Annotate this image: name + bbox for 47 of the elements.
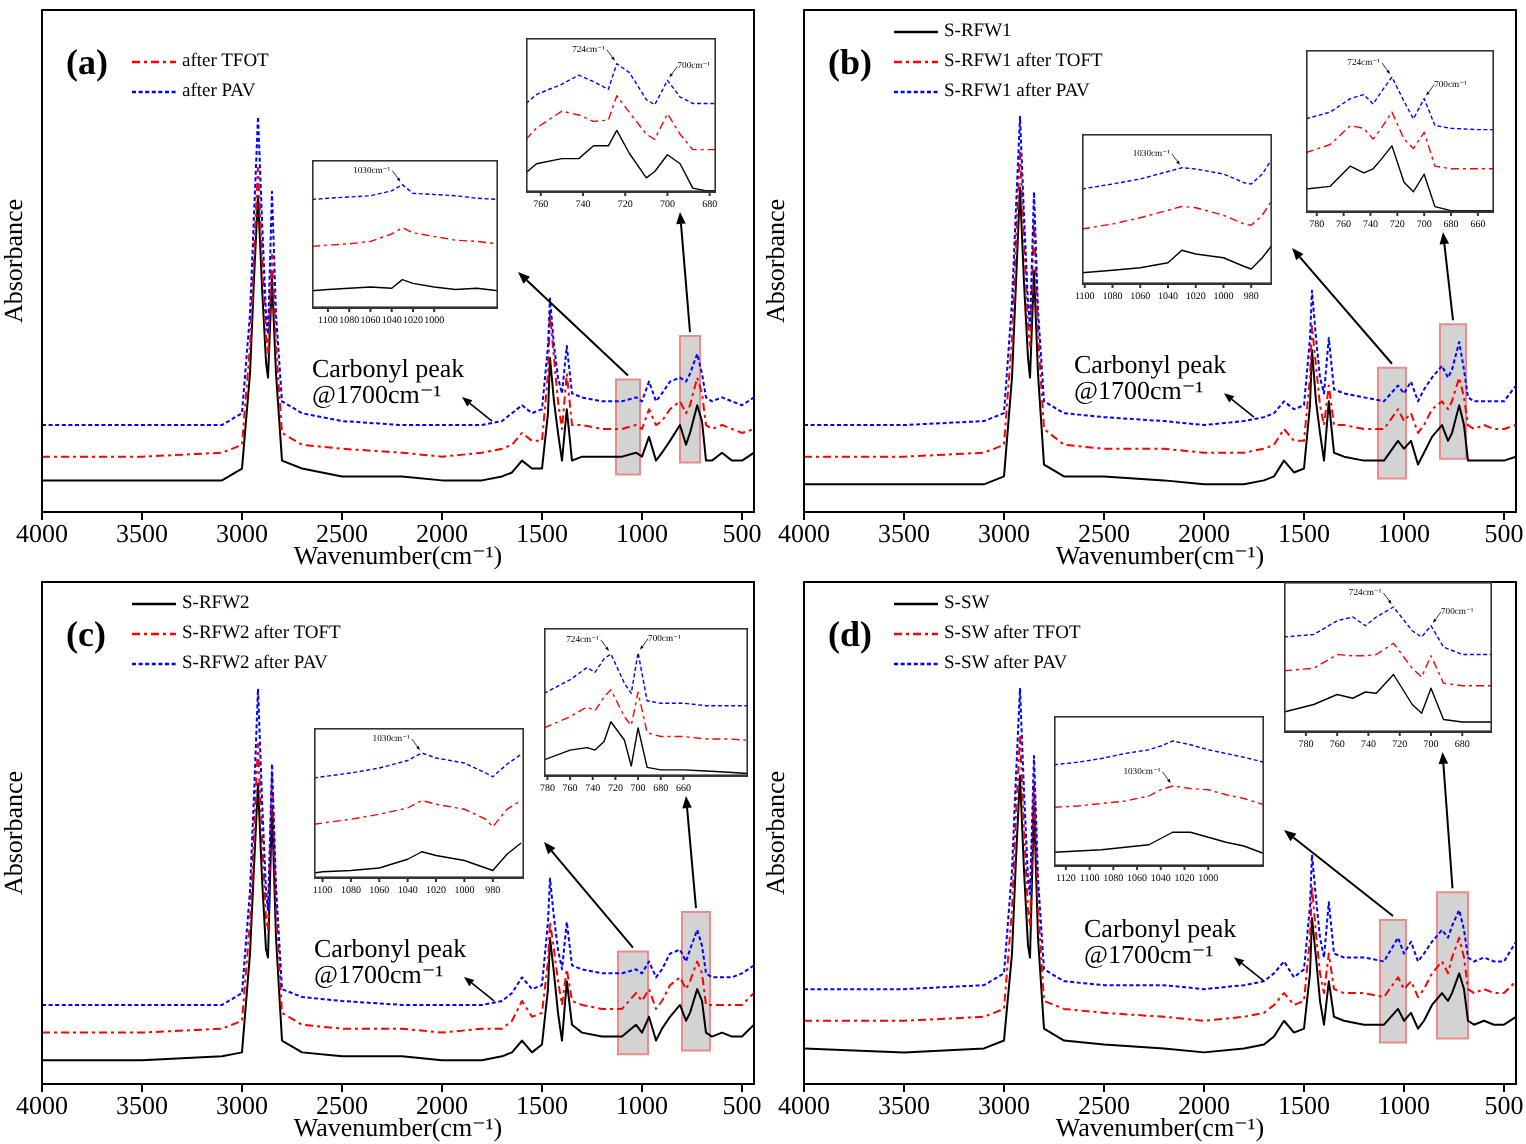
x-tick-label: 3500 <box>116 518 168 549</box>
x-tick-label: 1500 <box>1278 1090 1330 1121</box>
legend-label: S-SW <box>944 594 990 615</box>
x-tick-label: 500 <box>722 1090 762 1121</box>
x-tick-label: 3000 <box>216 518 268 549</box>
x-tick-label: 1000 <box>1378 518 1430 549</box>
x-tick-label: 1000 <box>616 1090 668 1121</box>
x-tick-label: 1000 <box>616 518 668 549</box>
annotation: Carbonyl peak @1700cm⁻¹ <box>1084 913 1238 970</box>
legend-label: S-RFW2 after TOFT <box>182 624 342 645</box>
chart-title: (d) <box>828 614 873 654</box>
legend-label: S-SW after PAV <box>944 654 1068 675</box>
x-tick-label: 3500 <box>878 1090 930 1121</box>
chart-title: (a) <box>66 42 108 82</box>
x-tick-label: 4000 <box>16 1090 68 1121</box>
legend-label: S-SW after TFOT <box>944 624 1081 645</box>
x-tick-label: 1000 <box>1378 1090 1430 1121</box>
x-tick-label: 1500 <box>1278 518 1330 549</box>
x-tick-label: 4000 <box>778 518 830 549</box>
x-tick-label: 3000 <box>978 518 1030 549</box>
y-axis-title: Absorbance <box>0 770 28 896</box>
y-axis-title: Absorbance <box>759 770 790 896</box>
annotation: Carbonyl peak @1700cm⁻¹ <box>314 932 468 989</box>
x-tick-label: 3000 <box>978 1090 1030 1121</box>
legend-label: S-RFW1 <box>944 22 1013 43</box>
legend-label: S-RFW2 after PAV <box>182 654 328 675</box>
annotation: Carbonyl peak @1700cm⁻¹ <box>1074 349 1228 406</box>
x-tick-label: 500 <box>1484 1090 1524 1121</box>
legend-label: after PAV <box>182 82 256 103</box>
legend-label: S-RFW2 <box>182 594 251 615</box>
x-tick-label: 1500 <box>516 518 568 549</box>
chart-title: (c) <box>66 614 106 654</box>
legend-label: S-RFW1 after PAV <box>944 82 1090 103</box>
x-tick-label: 4000 <box>16 518 68 549</box>
x-tick-label: 1500 <box>516 1090 568 1121</box>
legend-label: S-RFW1 after TOFT <box>944 52 1104 73</box>
x-tick-label: 3500 <box>878 518 930 549</box>
x-tick-label: 500 <box>722 518 762 549</box>
x-tick-label: 3000 <box>216 1090 268 1121</box>
x-tick-label: 3500 <box>116 1090 168 1121</box>
y-axis-title: Absorbance <box>0 198 28 324</box>
x-tick-label: 4000 <box>778 1090 830 1121</box>
chart-title: (b) <box>828 42 873 82</box>
legend-label: after TFOT <box>182 52 270 73</box>
annotation: Carbonyl peak @1700cm⁻¹ <box>312 353 466 410</box>
x-tick-label: 500 <box>1484 518 1524 549</box>
y-axis-title: Absorbance <box>759 198 790 324</box>
